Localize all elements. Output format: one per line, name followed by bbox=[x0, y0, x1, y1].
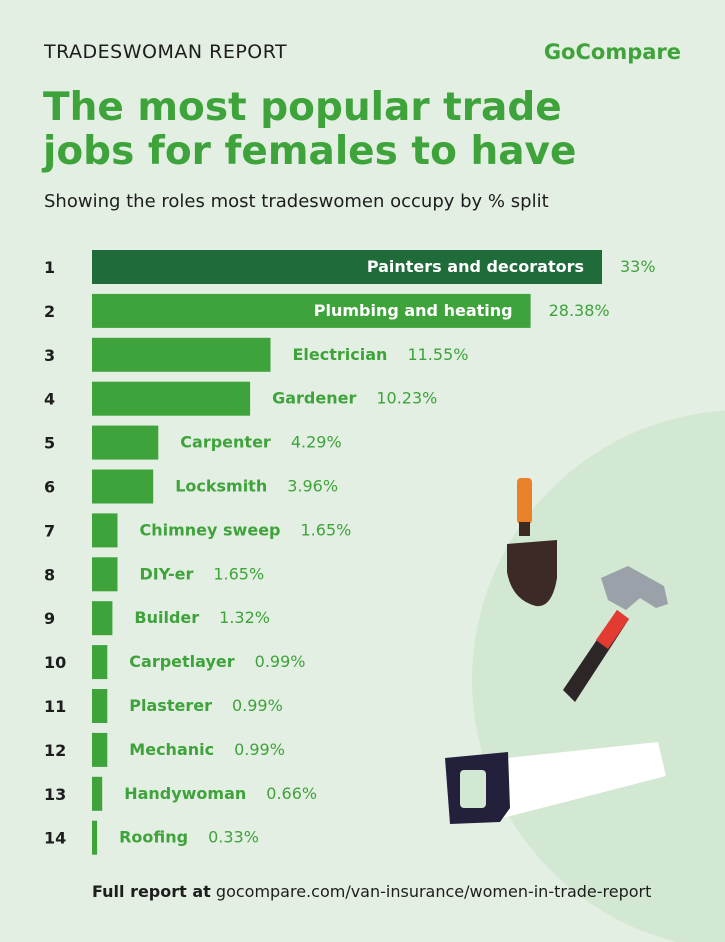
rank-label: 9 bbox=[44, 609, 55, 628]
report-label: TRADESWOMAN REPORT bbox=[44, 41, 288, 63]
rank-label: 13 bbox=[44, 785, 66, 804]
category-label: DIY-er bbox=[140, 564, 194, 583]
value-label: 10.23% bbox=[376, 389, 437, 408]
rank-label: 6 bbox=[44, 478, 55, 497]
bar bbox=[92, 776, 103, 811]
footer-link[interactable]: gocompare.com/van-insurance/women-in-tra… bbox=[215, 882, 652, 901]
value-label: 11.55% bbox=[407, 345, 468, 364]
bar bbox=[92, 469, 154, 504]
rank-label: 4 bbox=[44, 390, 55, 409]
bar bbox=[92, 601, 113, 636]
category-label: Electrician bbox=[293, 345, 388, 364]
rank-label: 2 bbox=[44, 302, 55, 321]
footer-prefix: Full report at bbox=[92, 882, 211, 901]
bar bbox=[92, 820, 98, 855]
value-label: 0.66% bbox=[266, 784, 317, 803]
category-label: Roofing bbox=[119, 828, 188, 847]
category-label: Chimney sweep bbox=[140, 520, 281, 539]
value-label: 0.33% bbox=[208, 828, 259, 847]
rank-label: 10 bbox=[44, 653, 66, 672]
bar bbox=[92, 337, 271, 372]
bar bbox=[92, 557, 118, 592]
rank-label: 14 bbox=[44, 829, 66, 848]
category-label: Handywoman bbox=[124, 784, 246, 803]
value-label: 0.99% bbox=[232, 696, 283, 715]
saw-icon bbox=[445, 742, 666, 824]
category-label: Carpenter bbox=[180, 433, 271, 452]
hammer-icon bbox=[563, 566, 668, 702]
rank-label: 11 bbox=[44, 697, 66, 716]
value-label: 0.99% bbox=[255, 652, 306, 671]
value-label: 33% bbox=[620, 257, 656, 276]
category-label: Painters and decorators bbox=[367, 257, 584, 276]
category-label: Carpetlayer bbox=[129, 652, 234, 671]
footer-source: Full report at gocompare.com/van-insuran… bbox=[92, 882, 651, 901]
value-label: 3.96% bbox=[287, 477, 338, 496]
brand-logo: GoCompare bbox=[543, 40, 681, 64]
bar bbox=[92, 250, 602, 284]
bar bbox=[92, 513, 118, 548]
bar bbox=[92, 381, 251, 416]
bar bbox=[92, 425, 159, 460]
bar-chart: 1 Painters and decorators 33% 2 Plumbing and… bbox=[44, 250, 656, 855]
rank-label: 8 bbox=[44, 565, 55, 584]
category-label: Mechanic bbox=[129, 740, 214, 759]
rank-label: 7 bbox=[44, 521, 55, 540]
bar bbox=[92, 293, 531, 328]
value-label: 4.29% bbox=[291, 433, 342, 452]
value-label: 1.65% bbox=[213, 564, 264, 583]
rank-label: 3 bbox=[44, 346, 55, 365]
value-label: 28.38% bbox=[549, 301, 610, 320]
rank-label: 12 bbox=[44, 741, 66, 760]
bar bbox=[92, 732, 108, 767]
category-label: Gardener bbox=[272, 389, 356, 408]
rank-label: 5 bbox=[44, 434, 55, 453]
category-label: Plasterer bbox=[129, 696, 212, 715]
page-subtitle: Showing the roles most tradeswomen occup… bbox=[44, 191, 549, 212]
page-title: The most popular trade jobs for females … bbox=[43, 85, 577, 174]
value-label: 1.65% bbox=[301, 520, 352, 539]
rank-label: 1 bbox=[44, 258, 55, 277]
category-label: Locksmith bbox=[175, 477, 267, 496]
bar bbox=[92, 645, 108, 680]
value-label: 0.99% bbox=[234, 740, 285, 759]
trowel-icon bbox=[507, 478, 557, 607]
category-label: Builder bbox=[134, 608, 199, 627]
value-label: 1.32% bbox=[219, 608, 270, 627]
category-label: Plumbing and heating bbox=[314, 301, 513, 320]
bar bbox=[92, 689, 108, 723]
